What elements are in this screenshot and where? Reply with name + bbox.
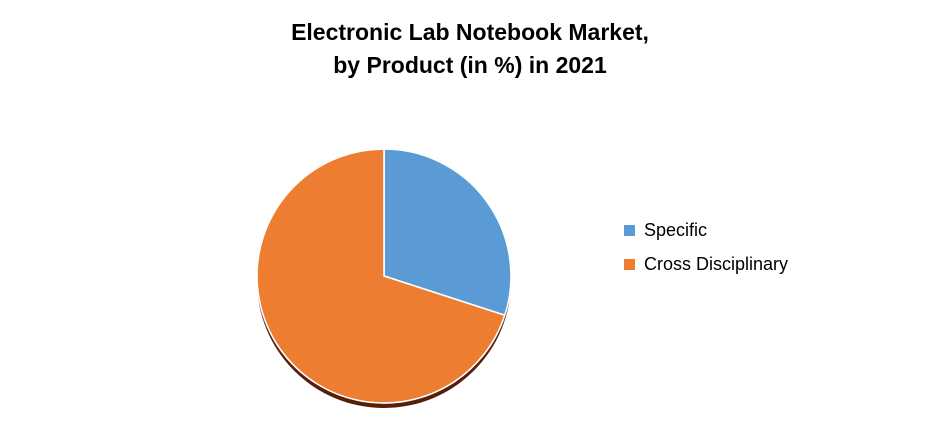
legend-label-specific: Specific — [644, 220, 708, 240]
pie-chart — [256, 148, 512, 408]
legend-swatch-cross-disciplinary-icon — [624, 259, 635, 270]
pie-slice-specific — [383, 148, 512, 317]
chart-title: Electronic Lab Notebook Market, by Produ… — [0, 16, 940, 82]
chart-legend: Specific Cross Disciplinary — [624, 220, 788, 275]
legend-swatch-specific-icon — [624, 225, 635, 236]
legend-label-cross-disciplinary: Cross Disciplinary — [644, 254, 789, 274]
legend-item-cross-disciplinary: Cross Disciplinary — [624, 254, 788, 275]
legend-item-specific: Specific — [624, 220, 788, 241]
pie-slice-cross-disciplinary — [256, 148, 506, 404]
chart-title-line1: Electronic Lab Notebook Market, — [291, 19, 649, 45]
chart-title-line2: by Product (in %) in 2021 — [333, 52, 607, 78]
